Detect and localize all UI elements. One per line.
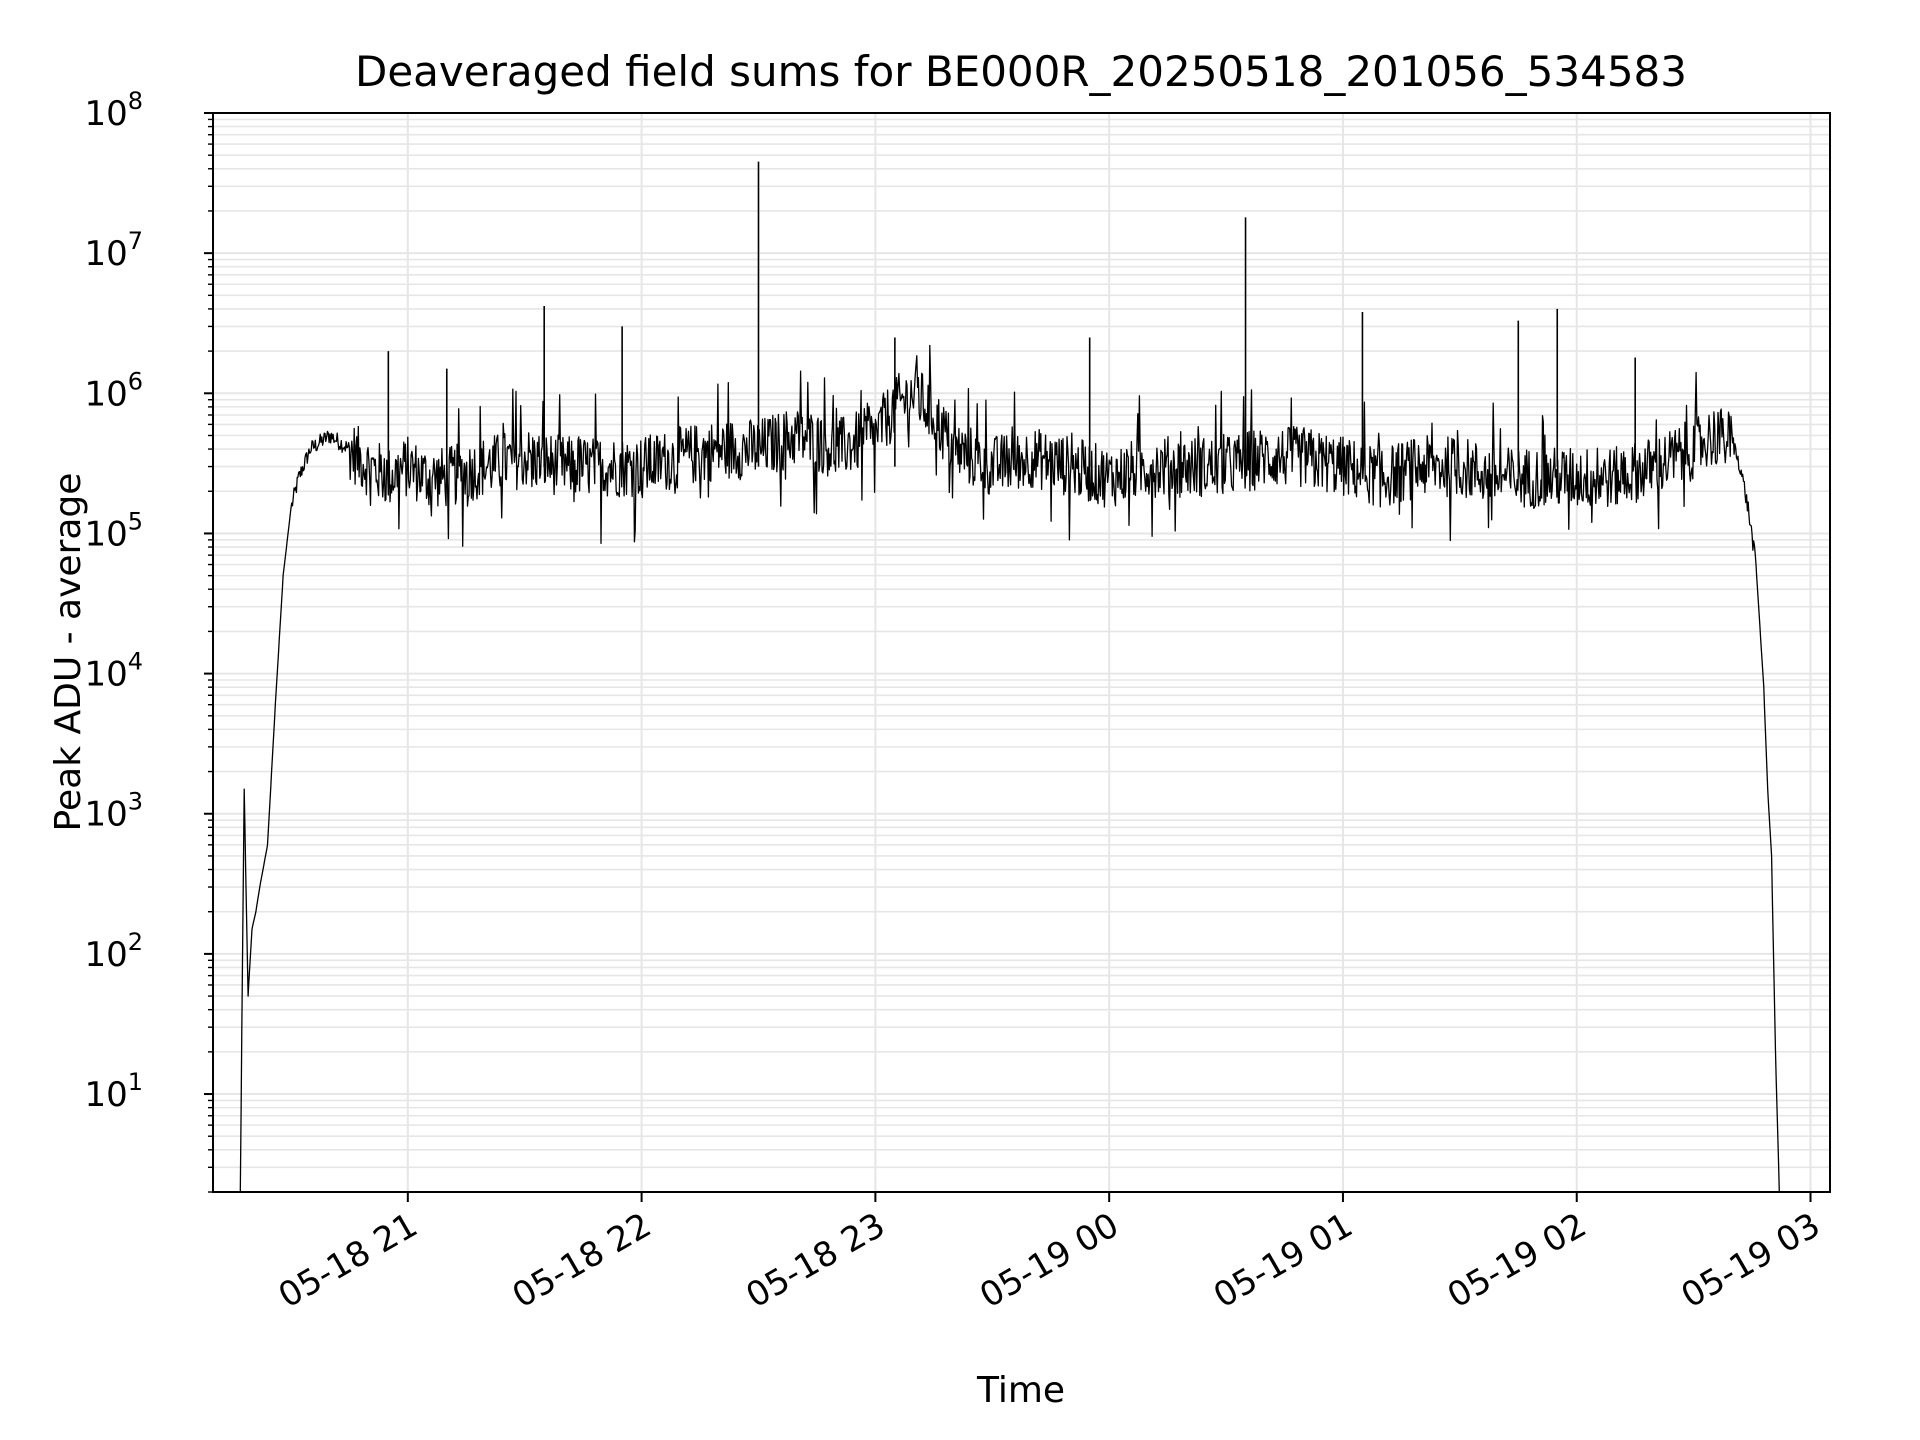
y-axis-label: Peak ADU - average [48, 473, 89, 832]
y-tick-label: 103 [84, 788, 143, 835]
y-tick-label: 102 [84, 928, 143, 975]
x-tick-label: 05-19 03 [1675, 1205, 1827, 1316]
y-tick-label: 105 [84, 507, 143, 554]
y-tick-label: 107 [84, 227, 143, 274]
grid-layer [213, 112, 1830, 1193]
x-tick-label: 05-19 01 [1207, 1205, 1359, 1316]
x-tick-label: 05-19 02 [1441, 1205, 1593, 1316]
y-tick-label: 101 [84, 1068, 143, 1115]
chart-title: Deaveraged field sums for BE000R_2025051… [355, 47, 1687, 96]
y-tick-label: 104 [84, 648, 143, 695]
y-tick-label: 106 [84, 367, 143, 414]
series-line [239, 344, 1780, 1193]
x-tick-label: 05-18 23 [739, 1205, 891, 1316]
x-tick-label: 05-18 21 [272, 1205, 424, 1316]
y-axis: 101 102 103 104 105 106 107 108 [84, 87, 213, 1193]
series-layer [239, 161, 1780, 1193]
y-tick-label: 108 [84, 87, 143, 134]
x-tick-label: 05-18 22 [506, 1205, 658, 1316]
x-axis-label: Time [976, 1370, 1065, 1411]
x-axis: 05-18 21 05-18 22 05-18 23 05-19 00 05-19 01… [272, 1192, 1827, 1316]
x-tick-label: 05-19 00 [973, 1205, 1125, 1316]
plot-frame [212, 112, 1831, 1193]
